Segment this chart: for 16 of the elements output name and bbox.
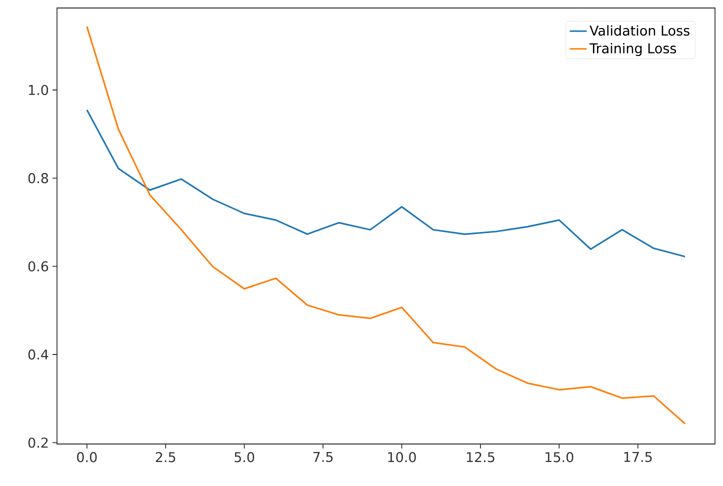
legend-label: Training Loss <box>589 43 676 56</box>
x-tick-label: 2.5 <box>156 452 176 462</box>
x-tick-label: 5.0 <box>234 452 254 462</box>
x-tick-label: 12.5 <box>466 452 494 462</box>
y-tick-label: 0.2 <box>28 438 48 448</box>
line-series <box>86 109 686 258</box>
y-tick-label: 1.0 <box>28 84 48 96</box>
x-tick-label: 10.0 <box>388 452 416 462</box>
y-tick-label: 0.6 <box>28 261 48 272</box>
x-tick-label: 7.5 <box>313 452 333 462</box>
x-tick-label: 15.0 <box>546 452 574 462</box>
y-tick-label: 0.4 <box>28 349 48 360</box>
x-tick-label: 0.0 <box>77 452 97 462</box>
y-tick-label: 0.8 <box>28 173 48 184</box>
legend-label: Validation Loss <box>590 25 690 36</box>
x-tick-label: 17.5 <box>624 452 652 462</box>
